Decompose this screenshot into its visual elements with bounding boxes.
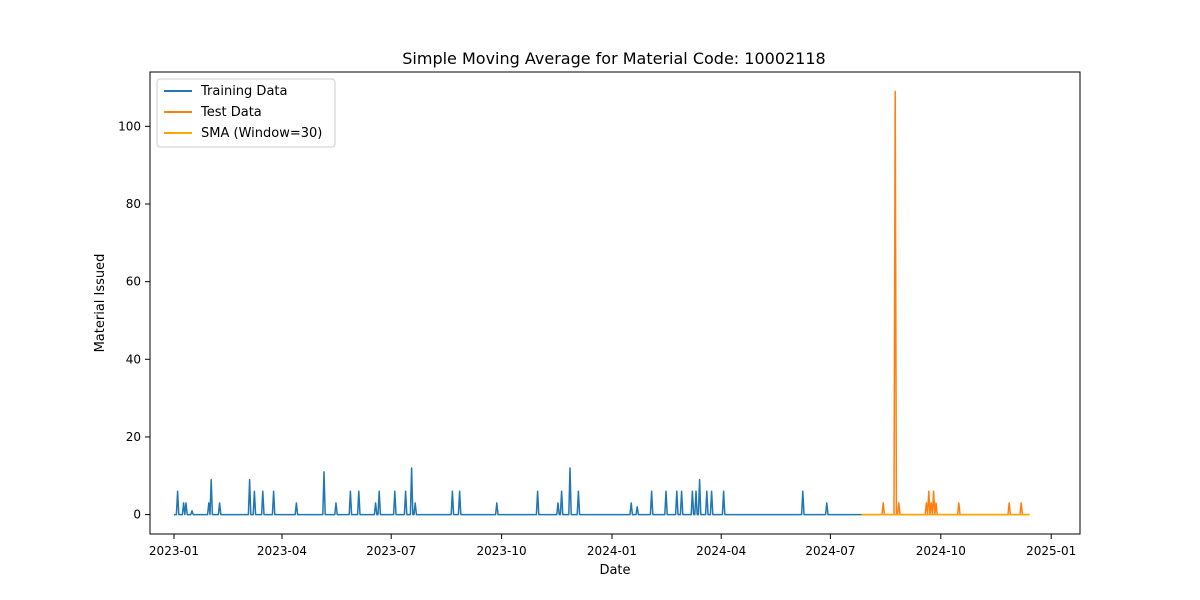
plot-area-frame [149,71,1081,535]
legend: Training Data Test Data SMA (Window=30) [156,78,336,148]
x-tick-label-2: 2023-07 [366,544,416,558]
series-layer [174,90,1030,516]
y-tick-label-1: 20 [126,430,141,444]
chart-title: Simple Moving Average for Material Code:… [402,49,825,68]
y-tick-label-3: 60 [126,275,141,289]
x-tick-label-0: 2023-01 [149,544,199,558]
x-tick-label-7: 2024-10 [916,544,966,558]
x-tick-label-5: 2024-04 [696,544,746,558]
legend-label-sma: SMA (Window=30) [201,126,322,141]
legend-label-test: Test Data [200,105,262,120]
y-tick-label-0: 0 [133,508,141,522]
y-axis: 0 20 40 60 80 100 [118,119,150,522]
legend-box [156,78,336,148]
y-tick-label-2: 40 [126,352,141,366]
x-tick-label-6: 2024-07 [805,544,855,558]
series-line-1 [861,90,1030,516]
y-axis-label: Material Issued [93,254,108,353]
x-tick-label-8: 2025-01 [1026,544,1076,558]
x-axis-label: Date [599,563,630,578]
x-tick-label-4: 2024-01 [587,544,637,558]
y-tick-label-4: 80 [126,197,141,211]
x-axis: 2023-01 2023-04 2023-07 2023-10 2024-01 2024-… [149,534,1076,558]
x-tick-label-1: 2023-04 [257,544,307,558]
series-line-0 [174,467,862,516]
x-tick-label-3: 2023-10 [477,544,527,558]
y-tick-label-5: 100 [118,119,141,133]
legend-label-training: Training Data [200,84,287,99]
